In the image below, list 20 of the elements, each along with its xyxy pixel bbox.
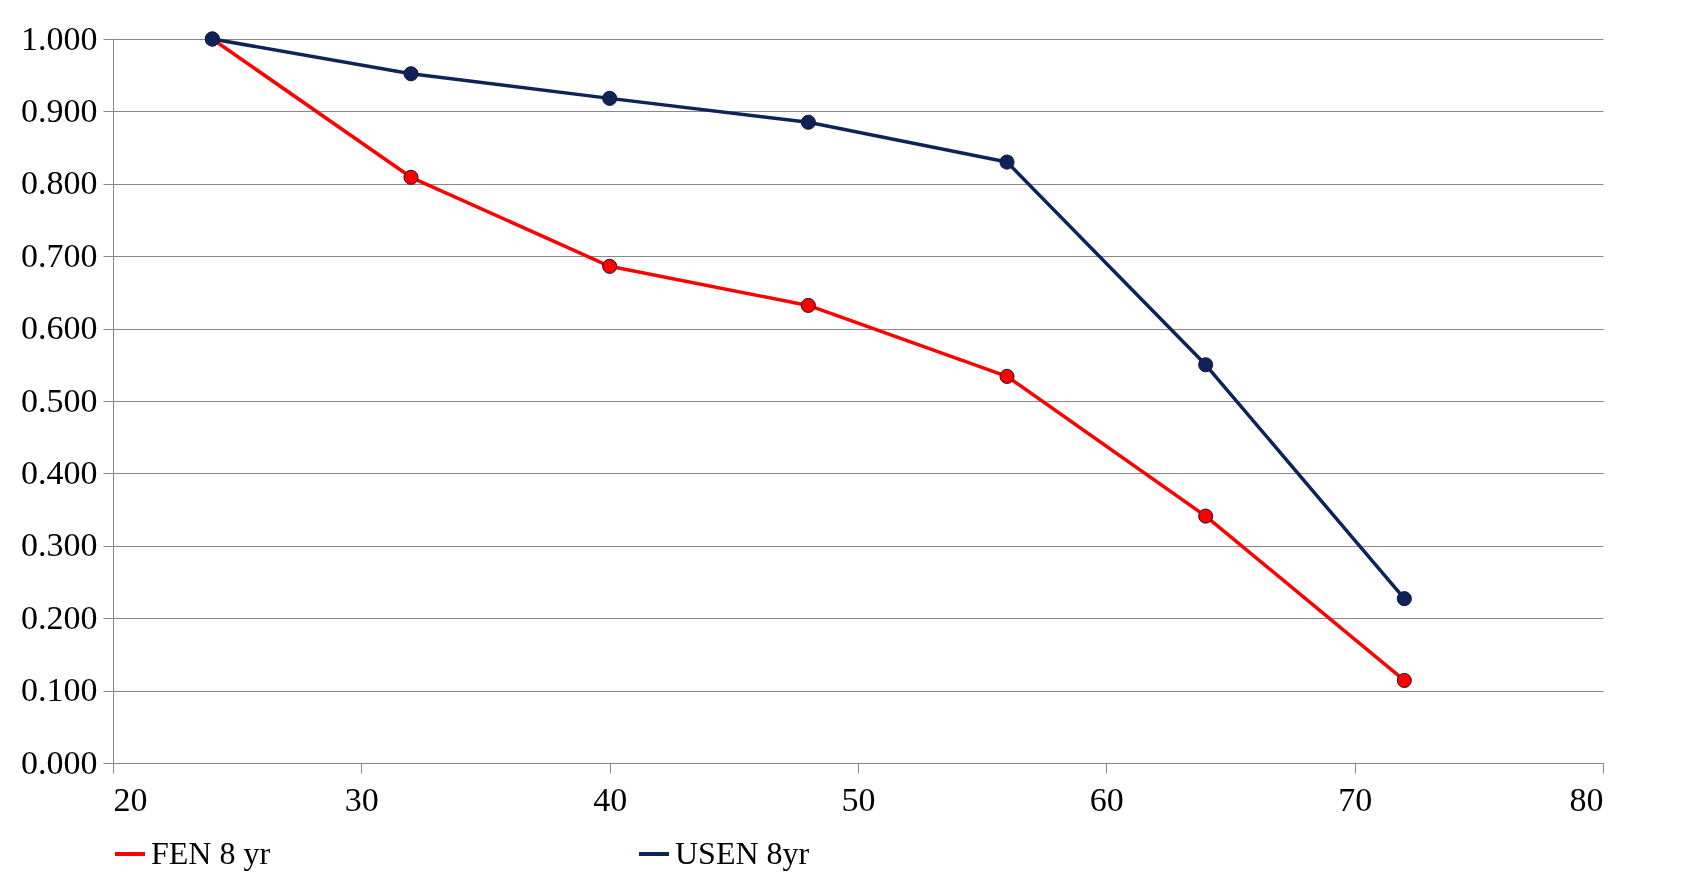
legend-label: FEN 8 yr	[151, 835, 271, 871]
y-tick-label: 0.600	[21, 309, 98, 347]
y-tick-label: 0.900	[21, 91, 98, 129]
y-tick-label: 0.800	[21, 164, 98, 202]
y-tick-label: 0.000	[21, 743, 98, 781]
x-tick-label: 50	[841, 780, 876, 818]
x-tick-label: 60	[1089, 780, 1124, 818]
x-tick-label: 40	[593, 780, 628, 818]
x-tick-label: 20	[113, 780, 148, 818]
x-tick-label: 30	[344, 780, 379, 818]
y-tick-label: 0.500	[21, 381, 98, 419]
x-tick-label: 80	[1569, 780, 1604, 818]
x-tick-label: 70	[1338, 780, 1373, 818]
y-tick-label: 0.700	[21, 236, 98, 274]
y-tick-label: 0.400	[21, 453, 98, 491]
y-tick-label: 0.200	[21, 598, 98, 636]
y-tick-label: 1.000	[21, 19, 98, 57]
y-tick-label: 0.100	[21, 671, 98, 709]
legend-label: USEN 8yr	[675, 835, 810, 871]
y-tick-label: 0.300	[21, 526, 98, 564]
